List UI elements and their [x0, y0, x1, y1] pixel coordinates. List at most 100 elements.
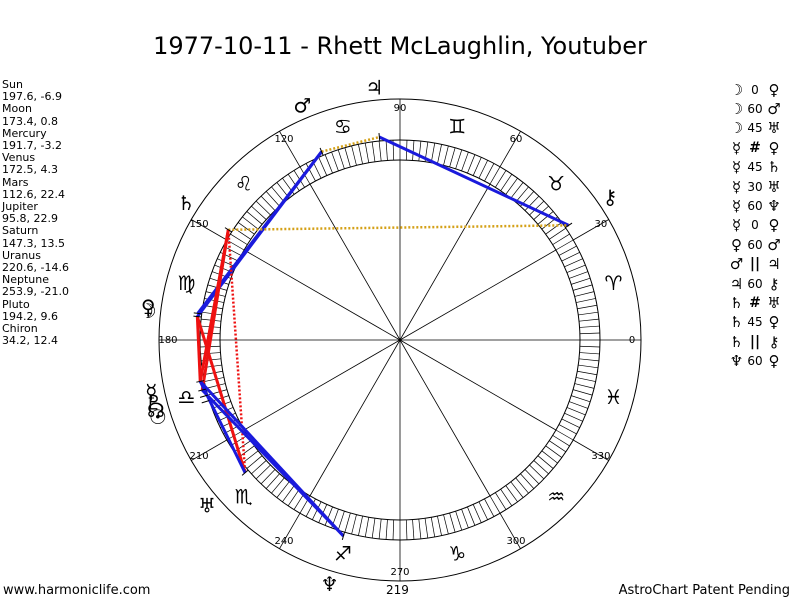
band-tick	[561, 252, 580, 262]
band-tick	[312, 501, 322, 520]
aspect-row: ☿ 0 ♀	[728, 216, 783, 235]
planet-tick	[193, 312, 202, 315]
aspect-angle: 45	[747, 315, 763, 330]
band-tick	[205, 383, 226, 389]
position-value-moon: 173.4, 0.8	[2, 114, 58, 128]
zodiac-sign-glyph: ♒	[547, 484, 565, 508]
band-tick	[351, 514, 357, 535]
band-tick	[255, 464, 271, 480]
aspect-row: ♂ || ♃	[728, 255, 783, 274]
node-glyph: ☊	[147, 398, 165, 422]
band-tick	[541, 450, 558, 464]
band-tick	[545, 222, 563, 235]
aspect-angle: 0	[751, 218, 759, 233]
outer-spoke	[499, 513, 521, 549]
band-tick	[443, 145, 449, 166]
band-tick	[571, 277, 591, 285]
degree-label: 240	[274, 536, 293, 547]
band-tick	[515, 186, 529, 203]
band-tick	[495, 492, 507, 510]
outer-spoke	[573, 219, 609, 241]
aspect-planet-b: ⚷	[768, 332, 780, 351]
aspect-planet-b: ♂	[767, 100, 781, 119]
band-tick	[478, 501, 488, 520]
band-tick	[505, 485, 518, 503]
band-tick	[282, 485, 295, 503]
aspect-angle: #	[749, 294, 761, 311]
band-tick	[489, 495, 501, 514]
outer-spoke	[279, 513, 301, 549]
band-tick	[577, 370, 598, 376]
aspect-angle: ||	[749, 256, 761, 273]
band-tick	[472, 504, 482, 523]
aspect-planet-b: ♅	[767, 119, 781, 138]
aspect-planet-b: ♀	[768, 138, 780, 157]
band-tick	[572, 389, 593, 396]
aspect-angle: 60	[747, 237, 763, 252]
aspect-planet-a: ♃	[729, 274, 744, 293]
band-tick	[412, 519, 415, 540]
band-tick	[204, 377, 225, 382]
band-tick	[566, 264, 586, 273]
zodiac-sign-glyph: ♍	[178, 271, 196, 295]
aspect-planet-b: ⚷	[768, 274, 780, 293]
band-tick	[437, 144, 442, 165]
band-tick	[230, 233, 248, 245]
aspect-row: ♄ 45 ♀	[728, 313, 783, 332]
aspect-line-mars-jupiter	[321, 135, 380, 153]
aspect-planet-a: ☿	[731, 138, 742, 157]
degree-label: 0	[629, 335, 635, 346]
band-tick	[579, 352, 600, 355]
house-spoke	[309, 339, 401, 497]
position-value-venus: 172.5, 4.3	[2, 163, 58, 177]
house-spoke	[399, 249, 557, 341]
band-tick	[533, 460, 549, 475]
band-tick	[324, 154, 333, 174]
band-tick	[271, 477, 285, 494]
aspect-angle: 60	[747, 199, 763, 214]
aspect-angle: 45	[747, 121, 763, 136]
band-tick	[461, 151, 469, 171]
degree-label: 30	[595, 219, 608, 230]
zodiac-sign-glyph: ♑	[448, 541, 466, 565]
aspect-planet-a: ☿	[731, 177, 742, 196]
band-tick	[555, 239, 574, 251]
band-tick	[305, 163, 316, 182]
position-name-uranus: Uranus	[2, 248, 41, 262]
band-tick	[578, 358, 599, 362]
position-value-mars: 112.6, 22.4	[2, 187, 65, 201]
degree-label: 210	[190, 451, 209, 462]
aspect-planet-a: ☿	[731, 197, 742, 216]
chiron-glyph: ⚷	[603, 185, 618, 209]
aspect-line-saturn-uranus	[227, 229, 247, 473]
planet-tick	[193, 315, 202, 318]
aspect-line-saturn-chiron	[228, 224, 569, 232]
aspect-line-moon-uranus	[195, 316, 247, 474]
uranus-glyph: ♅	[198, 493, 216, 517]
zodiac-sign-glyph: ♎	[178, 385, 196, 409]
planet-tick	[241, 469, 249, 476]
band-tick	[552, 233, 570, 245]
position-value-pluto: 194.2, 9.6	[2, 309, 58, 323]
band-tick	[500, 489, 513, 507]
position-value-mercury: 191.7, -3.2	[2, 139, 62, 153]
band-tick	[529, 200, 545, 216]
house-spoke	[399, 183, 491, 341]
aspect-angle: 45	[747, 160, 763, 175]
aspect-angle: 60	[747, 354, 763, 369]
aspect-planet-a: ♆	[729, 352, 744, 371]
aspect-list: ☽ 0 ♀ ☽ 60 ♂ ☽ 45 ♅ ☿ # ♀ ☿ 45 ♄ ☿ 30 ♅ ☿ 60 ♆ ☿ 0 ♀ ♀ 60 ♂ ♂ || ♃ ♃ 60…	[728, 80, 783, 371]
band-tick	[251, 460, 267, 475]
position-value-sun: 197.6, -6.9	[2, 90, 62, 104]
aspect-angle: 60	[747, 276, 763, 291]
footer-patent-note: AstroChart Patent Pending	[618, 583, 790, 598]
band-tick	[578, 311, 599, 316]
aspect-planet-b: ♅	[767, 177, 781, 196]
band-tick	[537, 455, 554, 469]
band-tick	[251, 205, 267, 220]
band-tick	[515, 477, 529, 494]
band-tick	[505, 177, 518, 195]
band-tick	[385, 519, 388, 540]
band-tick	[524, 469, 540, 485]
band-tick	[467, 154, 476, 174]
